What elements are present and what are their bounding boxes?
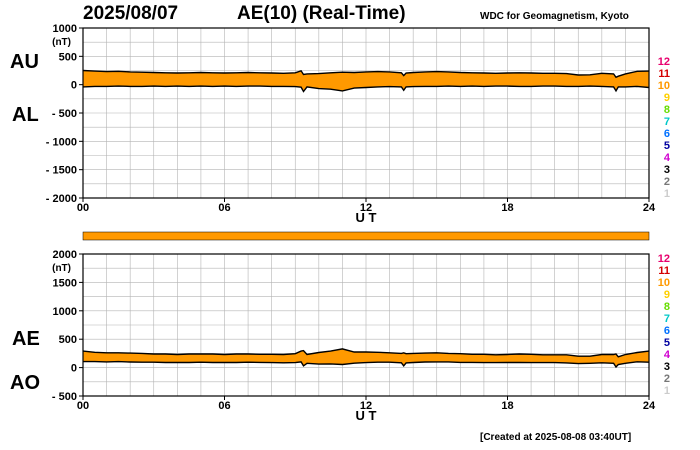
legend-entry-12: 12 (658, 56, 670, 68)
y-tick-label: 2000 (53, 249, 77, 261)
legend-entry-3: 3 (664, 361, 670, 373)
legend-entry-1: 1 (664, 385, 670, 397)
legend-entry-6: 6 (664, 325, 670, 337)
x-tick-label: 24 (643, 202, 656, 214)
x-tick-label: 12 (360, 202, 372, 214)
x-tick-label: 06 (218, 400, 230, 412)
legend-entry-12: 12 (658, 253, 670, 265)
legend-entry-2: 2 (664, 373, 670, 385)
index-band-fill (83, 70, 649, 92)
x-axis-label: U T (356, 210, 377, 225)
au-label: AU (10, 51, 39, 73)
legend-entry-3: 3 (664, 164, 670, 176)
ae-label: AE (12, 328, 40, 350)
series-line-al (82, 85, 650, 93)
x-tick-label: 00 (77, 400, 89, 412)
legend-entry-8: 8 (664, 104, 670, 116)
legend-entry-1: 1 (664, 188, 670, 200)
x-tick-label: 06 (218, 202, 230, 214)
series-line-ae (82, 348, 650, 358)
y-tick-label: 500 (59, 51, 77, 63)
al-label: AL (12, 104, 39, 126)
ae-activity-bar (82, 231, 650, 241)
legend-entry-10: 10 (658, 80, 670, 92)
y-tick-label: - 500 (52, 391, 77, 403)
y-tick-label: - 2000 (46, 193, 77, 205)
legend-entry-11: 11 (658, 265, 670, 277)
y-tick-label: 1000 (53, 23, 77, 35)
x-tick-label: 00 (77, 202, 89, 214)
legend-entry-10: 10 (658, 277, 670, 289)
legend-entry-2: 2 (664, 176, 670, 188)
unit-label: (nT) (52, 37, 71, 48)
legend-entry-4: 4 (664, 152, 671, 164)
y-tick-label: 500 (59, 334, 77, 346)
series-line-au (82, 69, 650, 79)
created-timestamp: [Created at 2025-08-08 03:40UT] (480, 432, 632, 443)
series-line-ao (83, 360, 650, 369)
legend-entry-4: 4 (664, 349, 671, 361)
legend-entry-8: 8 (664, 301, 670, 313)
y-tick-label: - 1000 (46, 136, 77, 148)
unit-label: (nT) (52, 263, 71, 274)
legend-entry-11: 11 (658, 68, 670, 80)
legend-entry-7: 7 (664, 313, 670, 325)
chart-title: AE(10) (Real-Time) (237, 3, 406, 24)
y-tick-label: - 1500 (46, 165, 77, 177)
source-label: WDC for Geomagnetism, Kyoto (480, 11, 629, 22)
y-tick-label: 1000 (53, 306, 77, 318)
x-tick-label: 18 (501, 400, 513, 412)
x-tick-label: 12 (360, 400, 372, 412)
date-label: 2025/08/07 (83, 3, 179, 24)
legend-entry-9: 9 (664, 92, 670, 104)
legend-entry-5: 5 (664, 140, 670, 152)
legend-entry-6: 6 (664, 128, 670, 140)
legend-entry-7: 7 (664, 116, 670, 128)
y-tick-label: - 500 (52, 108, 77, 120)
legend-entry-9: 9 (664, 289, 670, 301)
x-axis-label: U T (356, 408, 377, 423)
y-tick-label: 0 (71, 80, 77, 92)
legend-entry-5: 5 (664, 337, 670, 349)
y-tick-label: 1500 (53, 277, 77, 289)
ao-label: AO (10, 372, 40, 394)
x-tick-label: 18 (501, 202, 513, 214)
y-tick-label: 0 (71, 363, 77, 375)
x-tick-label: 24 (643, 400, 656, 412)
